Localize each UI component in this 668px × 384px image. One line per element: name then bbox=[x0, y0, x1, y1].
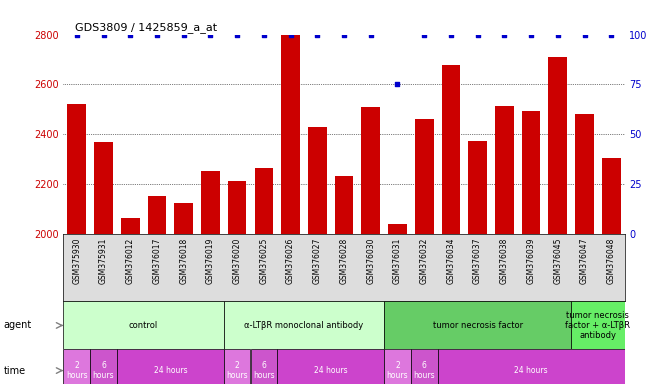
Bar bbox=[228, 180, 246, 384]
Point bbox=[312, 31, 323, 38]
Text: 6
hours: 6 hours bbox=[253, 361, 275, 380]
Point bbox=[526, 31, 536, 38]
Text: GDS3809 / 1425859_a_at: GDS3809 / 1425859_a_at bbox=[75, 22, 217, 33]
Text: GSM376034: GSM376034 bbox=[446, 238, 456, 284]
Text: GSM376031: GSM376031 bbox=[393, 238, 402, 284]
Text: 24 hours: 24 hours bbox=[314, 366, 347, 375]
Text: GSM376026: GSM376026 bbox=[286, 238, 295, 284]
Bar bbox=[384, 349, 411, 384]
Point bbox=[178, 31, 189, 38]
Bar bbox=[250, 349, 277, 384]
Text: GSM375930: GSM375930 bbox=[72, 238, 81, 284]
Bar bbox=[361, 107, 380, 384]
Point bbox=[98, 31, 109, 38]
Text: tumor necrosis
factor + α-LTβR
antibody: tumor necrosis factor + α-LTβR antibody bbox=[565, 311, 631, 340]
Bar bbox=[94, 142, 113, 384]
Text: GSM376012: GSM376012 bbox=[126, 238, 135, 284]
Text: time: time bbox=[3, 366, 25, 376]
Bar bbox=[388, 224, 407, 384]
Bar bbox=[90, 349, 117, 384]
Point bbox=[125, 31, 136, 38]
Bar bbox=[148, 195, 166, 384]
Text: GSM376032: GSM376032 bbox=[420, 238, 429, 284]
Point bbox=[232, 31, 242, 38]
Bar bbox=[63, 301, 224, 349]
Point bbox=[285, 31, 296, 38]
Bar bbox=[224, 349, 250, 384]
Text: GSM376018: GSM376018 bbox=[179, 238, 188, 284]
Text: 6
hours: 6 hours bbox=[413, 361, 435, 380]
Text: GSM376025: GSM376025 bbox=[259, 238, 269, 284]
Text: 2
hours: 2 hours bbox=[66, 361, 88, 380]
Point bbox=[339, 31, 349, 38]
Point bbox=[205, 31, 216, 38]
Text: GSM376027: GSM376027 bbox=[313, 238, 322, 284]
Point bbox=[606, 31, 617, 38]
Text: 2
hours: 2 hours bbox=[226, 361, 248, 380]
Bar bbox=[384, 301, 571, 349]
Text: GSM376020: GSM376020 bbox=[232, 238, 242, 284]
Point bbox=[392, 81, 403, 88]
Text: GSM376030: GSM376030 bbox=[366, 238, 375, 284]
Bar bbox=[442, 65, 460, 384]
Bar bbox=[255, 168, 273, 384]
Text: GSM376045: GSM376045 bbox=[553, 238, 562, 284]
Text: GSM375931: GSM375931 bbox=[99, 238, 108, 284]
Bar bbox=[117, 349, 224, 384]
Bar bbox=[63, 349, 90, 384]
Bar bbox=[201, 170, 220, 384]
Point bbox=[419, 31, 430, 38]
Bar bbox=[411, 349, 438, 384]
Bar bbox=[277, 349, 384, 384]
Bar bbox=[602, 158, 621, 384]
Text: GSM376028: GSM376028 bbox=[339, 238, 349, 284]
Text: GSM376047: GSM376047 bbox=[580, 238, 589, 284]
Text: GSM376039: GSM376039 bbox=[526, 238, 536, 284]
Bar bbox=[571, 301, 625, 349]
Text: GSM376017: GSM376017 bbox=[152, 238, 162, 284]
Text: GSM376019: GSM376019 bbox=[206, 238, 215, 284]
Point bbox=[472, 31, 483, 38]
Point bbox=[552, 31, 563, 38]
Bar bbox=[575, 114, 594, 384]
Point bbox=[71, 31, 82, 38]
Bar bbox=[224, 301, 384, 349]
Text: 2
hours: 2 hours bbox=[387, 361, 408, 380]
Bar bbox=[335, 175, 353, 384]
Bar bbox=[438, 349, 625, 384]
Text: α-LTβR monoclonal antibody: α-LTβR monoclonal antibody bbox=[244, 321, 363, 330]
Point bbox=[446, 31, 456, 38]
Bar bbox=[548, 57, 567, 384]
Bar bbox=[468, 141, 487, 384]
Point bbox=[365, 31, 376, 38]
Text: 24 hours: 24 hours bbox=[154, 366, 187, 375]
Text: GSM376038: GSM376038 bbox=[500, 238, 509, 284]
Text: 24 hours: 24 hours bbox=[514, 366, 548, 375]
Text: 6
hours: 6 hours bbox=[93, 361, 114, 380]
Point bbox=[579, 31, 590, 38]
Bar bbox=[522, 111, 540, 384]
Bar bbox=[121, 218, 140, 384]
Point bbox=[259, 31, 269, 38]
Text: GSM376037: GSM376037 bbox=[473, 238, 482, 284]
Text: GSM376048: GSM376048 bbox=[607, 238, 616, 284]
Bar bbox=[415, 119, 434, 384]
Text: tumor necrosis factor: tumor necrosis factor bbox=[433, 321, 522, 330]
Text: agent: agent bbox=[3, 320, 31, 331]
Bar bbox=[308, 127, 327, 384]
Bar bbox=[495, 106, 514, 384]
Bar bbox=[67, 104, 86, 384]
Bar bbox=[281, 35, 300, 384]
Point bbox=[499, 31, 510, 38]
Bar bbox=[174, 203, 193, 384]
Text: control: control bbox=[129, 321, 158, 330]
Point bbox=[152, 31, 162, 38]
